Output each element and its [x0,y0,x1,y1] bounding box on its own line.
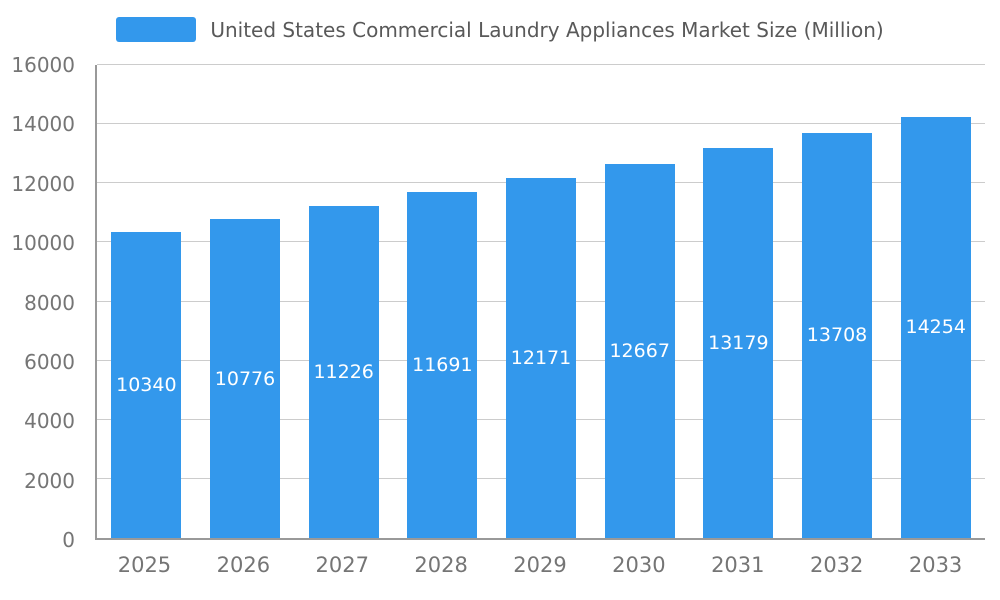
legend: United States Commercial Laundry Applian… [0,17,1000,42]
bar-2027: 11226 [308,206,379,538]
bar-slot: 12171 [492,65,591,538]
y-tick-label: 8000 [24,290,75,315]
bar-value-label: 11226 [313,361,374,384]
y-tick-label: 14000 [11,112,75,137]
bar-value-label: 13708 [806,324,868,347]
y-tick-label: 6000 [24,349,75,374]
legend-swatch [116,17,197,42]
bar-slot: 11226 [294,65,393,538]
x-axis: 2025 2026 2027 2028 2029 2030 2031 2032 2033 [95,553,985,577]
y-tick-label: 16000 [11,53,75,77]
bar-slot: 14254 [886,65,985,538]
bar-slot: 13179 [689,65,788,538]
bar-slot: 12667 [590,65,689,538]
y-tick-label: 0 [62,528,75,552]
y-tick-label: 4000 [24,409,75,434]
x-tick-label: 2030 [612,553,666,577]
bar-2025: 10340 [111,232,182,538]
bar-2030: 12667 [604,163,675,538]
y-tick-label: 12000 [11,171,75,196]
x-tick-label: 2033 [908,553,963,577]
bars-row: 10340 10776 11226 11691 12171 12667 13179 13708… [97,65,985,538]
bar-value-label: 12667 [609,339,670,362]
x-tick-label: 2026 [216,553,271,577]
bar-slot: 10340 [97,65,196,538]
y-axis: 0 2000 4000 6000 8000 10000 12000 14000 16000 [0,54,85,551]
x-tick-label: 2027 [315,553,369,577]
x-tick-label: 2029 [513,553,567,577]
chart-title: United States Commercial Laundry Applian… [210,17,884,42]
x-tick-label: 2028 [414,553,468,577]
bar-slot: 13708 [788,65,887,538]
bar-value-label: 11691 [412,354,473,377]
x-tick-label: 2031 [711,553,765,577]
bar-2028: 11691 [407,192,478,538]
bar-2031: 13179 [703,148,774,538]
y-tick-label: 10000 [11,231,75,256]
bar-value-label: 12171 [510,347,572,370]
bar-2032: 13708 [802,132,873,538]
bar-2026: 10776 [210,219,280,538]
bar-slot: 11691 [393,65,492,538]
bar-value-label: 10340 [116,374,177,397]
gridline [97,64,985,65]
x-tick-label: 2032 [809,553,864,577]
x-tick-label: 2025 [117,553,172,577]
plot-area: 10340 10776 11226 11691 12171 12667 13179 13708… [95,64,985,540]
bar-value-label: 13179 [708,332,769,355]
bar-slot: 10776 [196,65,295,538]
gridline [97,123,985,125]
bar-value-label: 14254 [905,316,966,339]
bar-2033: 14254 [900,116,971,538]
y-tick-label: 2000 [24,468,75,493]
bar-value-label: 10776 [214,367,276,390]
bar-2029: 12171 [506,178,577,538]
